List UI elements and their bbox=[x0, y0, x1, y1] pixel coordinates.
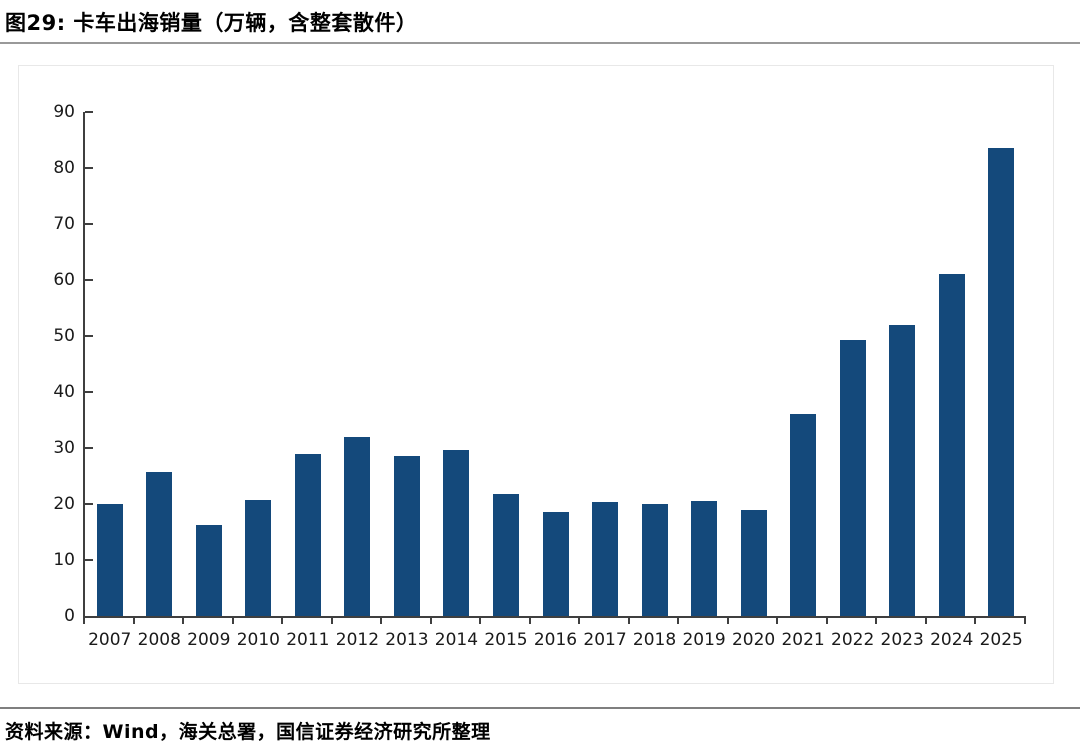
source-note: 资料来源：Wind，海关总署，国信证券经济研究所整理 bbox=[5, 721, 491, 743]
chart-container bbox=[18, 65, 1054, 684]
figure-title: 图29: 卡车出海销量（万辆，含整套散件） bbox=[5, 11, 418, 35]
footer-divider bbox=[0, 707, 1080, 709]
title-divider bbox=[0, 42, 1080, 44]
